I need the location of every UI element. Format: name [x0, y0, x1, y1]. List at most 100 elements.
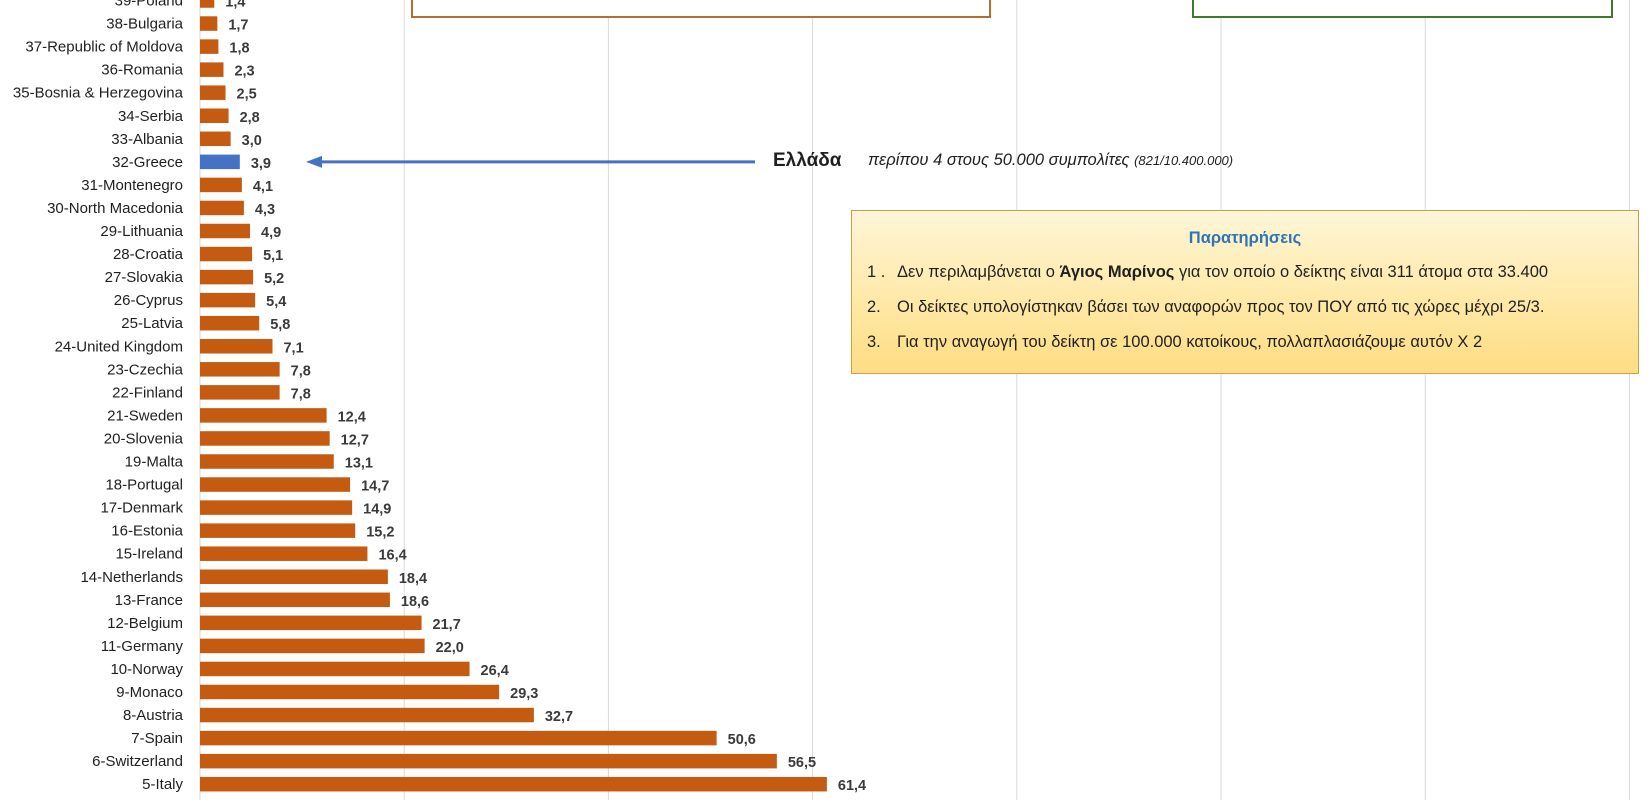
bar	[200, 477, 351, 492]
bar	[200, 39, 219, 54]
category-label: 20-Slovenia	[104, 430, 184, 447]
bar	[200, 523, 356, 538]
value-label: 5,1	[263, 248, 283, 264]
category-label: 36-Romania	[101, 62, 183, 79]
greece-note-ratio: (821/10.400.000)	[1134, 153, 1234, 168]
value-label: 18,4	[399, 571, 427, 587]
value-label: 4,1	[253, 179, 273, 195]
bar	[200, 362, 280, 377]
value-label: 1,4	[225, 0, 245, 11]
category-label: 27-Slovakia	[105, 269, 184, 286]
note-text: Δεν περιλαμβάνεται ο	[897, 263, 1060, 281]
value-label: 2,3	[234, 64, 254, 80]
value-label: 2,8	[240, 110, 260, 126]
value-label: 12,4	[338, 409, 366, 425]
bar	[200, 753, 777, 769]
bar	[200, 315, 260, 331]
category-label: 10-Norway	[110, 661, 183, 678]
value-label: 12,7	[341, 432, 369, 448]
value-label: 4,9	[261, 225, 281, 241]
value-label: 21,7	[433, 617, 461, 633]
category-label: 12-Belgium	[107, 615, 183, 632]
value-label: 5,8	[270, 317, 290, 333]
category-label: 8-Austria	[123, 707, 184, 724]
category-label: 18-Portugal	[105, 477, 183, 494]
value-label: 56,5	[788, 755, 816, 771]
note-item-3: 3. Για την αναγωγή του δείκτη σε 100.000 …	[867, 333, 1482, 352]
bar-highlight	[200, 154, 240, 170]
category-label: 6-Switzerland	[92, 753, 183, 770]
category-label: 24-United Kingdom	[55, 338, 183, 355]
category-label: 17-Denmark	[100, 500, 183, 517]
category-label: 32-Greece	[112, 154, 183, 171]
category-label: 25-Latvia	[121, 315, 183, 332]
bar	[200, 85, 226, 100]
bar	[200, 292, 256, 308]
category-label: 13-France	[115, 592, 183, 609]
bar	[200, 408, 327, 423]
bar	[200, 223, 251, 239]
bar	[200, 0, 215, 8]
bar	[200, 16, 218, 31]
bar	[200, 661, 470, 677]
category-label: 16-Estonia	[111, 523, 183, 540]
value-label: 1,8	[229, 41, 249, 57]
value-label: 7,8	[291, 363, 311, 379]
value-label: 5,4	[266, 294, 286, 310]
value-label: 50,6	[728, 732, 756, 748]
greece-annotation-label: Ελλάδα	[773, 150, 842, 171]
value-label: 7,8	[291, 386, 311, 402]
bar	[200, 385, 280, 400]
value-label: 3,0	[242, 133, 262, 149]
bar	[200, 569, 388, 584]
category-label: 23-Czechia	[107, 361, 184, 378]
bar	[200, 730, 717, 746]
arrow-head	[306, 155, 322, 168]
value-label: 1,7	[228, 18, 248, 34]
bar	[200, 131, 231, 147]
value-label: 4,3	[255, 202, 275, 218]
bar	[200, 776, 827, 792]
notes-box: Παρατηρήσεις 1 . Δεν περιλαμβάνεται ο Άγι…	[851, 210, 1639, 374]
bar	[200, 615, 422, 631]
top-left-annotation-box	[411, 0, 991, 18]
note-number: 1 .	[867, 263, 886, 281]
bar	[200, 339, 273, 354]
greece-note-text: περίπου 4 στους 50.000 συμπολίτες	[868, 151, 1130, 169]
value-label: 61,4	[838, 778, 866, 794]
bar	[200, 684, 500, 700]
value-label: 29,3	[510, 686, 538, 702]
value-label: 18,6	[401, 594, 429, 610]
category-label: 37-Republic of Moldova	[25, 39, 183, 56]
bar	[200, 177, 242, 193]
note-item-1: 1 . Δεν περιλαμβάνεται ο Άγιος Μαρίνος γι…	[867, 263, 1548, 282]
category-label: 22-Finland	[112, 384, 183, 401]
category-label: 5-Italy	[142, 776, 183, 793]
category-label: 7-Spain	[131, 730, 183, 747]
category-label: 26-Cyprus	[114, 292, 183, 309]
bar	[200, 431, 330, 446]
value-label: 2,5	[237, 87, 257, 103]
bar	[200, 592, 390, 608]
greece-arrow	[306, 155, 755, 168]
bar	[200, 246, 253, 262]
category-label: 39-Poland	[115, 0, 183, 10]
value-label: 13,1	[345, 456, 373, 472]
note-text: Για την αναγωγή του δείκτη σε 100.000 κα…	[897, 333, 1483, 351]
note-item-2: 2. Οι δείκτες υπολογίστηκαν βάσει των ανα…	[867, 298, 1544, 317]
bar	[200, 200, 244, 216]
bar	[200, 638, 425, 654]
category-label: 35-Bosnia & Herzegovina	[13, 85, 184, 102]
gridlines	[199, 0, 1630, 800]
note-bold-text: Άγιος Μαρίνος	[1059, 263, 1175, 281]
category-label: 30-North Macedonia	[47, 200, 184, 217]
bar	[200, 108, 229, 123]
note-number: 2.	[867, 298, 881, 316]
value-label: 22,0	[436, 640, 464, 656]
note-number: 3.	[867, 333, 881, 351]
bars: 39-Poland 1,4 38-Bulgaria 1,7 37-Republic of…	[13, 0, 866, 800]
note-text: για τον οποίο ο δείκτης είναι 311 άτομα …	[1174, 263, 1549, 281]
category-label: 19-Malta	[125, 454, 184, 471]
category-label: 21-Sweden	[107, 407, 183, 424]
bar	[200, 707, 534, 723]
